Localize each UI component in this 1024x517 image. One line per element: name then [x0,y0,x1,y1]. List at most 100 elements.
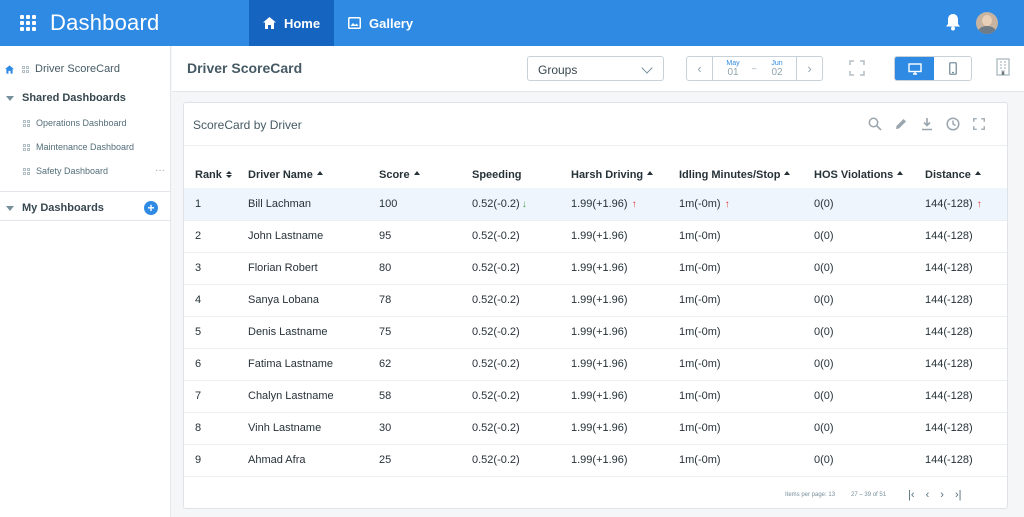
cell-value: 144(-128) [925,454,973,466]
col-header-rank[interactable]: Rank [184,162,248,188]
table-cell-distance: 144(-128) [925,348,1007,381]
divider [0,191,171,192]
sort-up-icon [316,171,323,176]
cell-value: 1.99(+1.96) [571,230,628,242]
fullscreen-icon[interactable] [971,116,987,132]
cell-value: 25 [379,454,392,466]
col-header-score[interactable]: Score [379,162,472,188]
mobile-view-button[interactable] [934,57,971,80]
shared-dashboards-header[interactable]: Shared Dashboards [0,92,171,104]
table-cell-hos: 0(0) [814,316,925,349]
building-icon[interactable] [996,58,1010,76]
my-dashboards-label: My Dashboards [22,202,104,214]
col-header-speeding[interactable]: Speeding [472,162,571,188]
next-page-button[interactable]: › [940,489,944,501]
cell-value: 1 [195,197,202,210]
table-cell-rank: 7 [184,380,248,413]
table-cell-harsh: 1.99(+1.96) [571,316,679,349]
table-cell-speeding: 0.52(-0.2) [472,348,571,381]
cell-value: 0.52(-0.2) [472,230,520,242]
table-row[interactable]: 3 Florian Robert 80 0.52(-0.2) 1.99(+1.96) 1m… [184,252,1007,285]
items-per-page[interactable]: Items per page: 13 [785,492,836,498]
date-to[interactable]: Jun 02 [760,59,794,78]
trend-up-icon: ↑ [976,198,982,210]
sidebar-item-label: Safety Dashboard [36,166,109,176]
previous-page-button[interactable]: ‹ [925,489,930,501]
cell-value: 1m(-0m) [679,294,721,306]
cell-value: 0.52(-0.2) [472,326,520,338]
avatar[interactable] [976,12,998,34]
cell-value: 0.52(-0.2) [472,358,520,370]
table-row[interactable]: 8 Vinh Lastname 30 0.52(-0.2) 1.99(+1.96) 1m(… [184,412,1007,445]
clock-icon[interactable] [945,116,961,132]
cell-value: 2 [195,230,202,242]
next-range-button[interactable]: › [796,57,822,80]
add-dashboard-button[interactable]: + [144,201,158,215]
table-cell-rank: 2 [184,220,248,253]
date-from-month: May [726,60,740,67]
my-dashboards-header[interactable]: My Dashboards [0,202,171,214]
table-cell-rank: 9 [184,444,248,477]
cell-value: 30 [379,422,392,434]
home-icon [5,64,14,74]
table-row[interactable]: 2 John Lastname 95 0.52(-0.2) 1.99(+1.96) 1m(… [184,220,1007,253]
table-cell-distance: 144(-128) [925,220,1007,253]
download-icon[interactable] [919,116,935,132]
table-row[interactable]: 9 Ahmad Afra 25 0.52(-0.2) 1.99(+1.96) 1m(-0m… [184,444,1007,477]
date-from[interactable]: May 01 [716,59,750,78]
sidebar-item-label: Driver ScoreCard [35,63,120,75]
cell-value: 144(-128) [925,326,973,338]
table-cell-name: Florian Robert [248,252,379,285]
table-row[interactable]: 5 Denis Lastname 75 0.52(-0.2) 1.99(+1.96) 1m… [184,316,1007,349]
table-cell-harsh: 1.99(+1.96) [571,444,679,477]
cell-value: 144(-128) [925,422,973,434]
table-row[interactable]: 4 Sanya Lobana 78 0.52(-0.2) 1.99(+1.96) 1m(-… [184,284,1007,317]
table-cell-score: 75 [379,316,472,349]
col-header-distance[interactable]: Distance [925,162,1007,188]
groups-select[interactable]: Groups [527,56,664,81]
col-header-harsh-driving[interactable]: Harsh Driving [571,162,679,188]
table-row[interactable]: 7 Chalyn Lastname 58 0.52(-0.2) 1.99(+1.96) 1… [184,380,1007,413]
apps-grid-icon[interactable] [20,15,36,31]
desktop-view-button[interactable] [895,57,934,80]
table-cell-score: 58 [379,380,472,413]
more-icon[interactable]: ··· [155,165,165,176]
first-page-button[interactable]: |‹ [908,489,915,501]
cell-value: 1m(-0m) [679,197,721,210]
cell-value: 58 [379,390,392,402]
col-header-idling[interactable]: Idling Minutes/Stop [679,162,814,188]
cell-value: 6 [195,358,202,370]
table-cell-harsh: 1.99(+1.96) [571,220,679,253]
search-icon[interactable] [867,116,883,132]
cell-value: 144(-128) [925,390,973,402]
sidebar-item-maintenance[interactable]: Maintenance Dashboard [0,142,171,152]
last-page-button[interactable]: ›| [954,489,962,501]
cell-value: 1.99(+1.96) [571,358,628,370]
table-cell-idling: 1m(-0m) [679,252,814,285]
cell-value: Florian Robert [248,262,318,274]
sidebar-item-safety[interactable]: Safety Dashboard [0,166,171,176]
cell-value: 95 [379,230,392,242]
col-header-driver-name[interactable]: Driver Name [248,162,379,188]
sidebar-item-driver-scorecard[interactable]: Driver ScoreCard [0,63,171,75]
bell-icon[interactable] [945,13,961,31]
groups-select-value: Groups [538,63,578,77]
col-header-label: Idling Minutes/Stop [679,169,781,181]
previous-range-button[interactable]: ‹ [687,57,713,80]
sidebar-item-operations[interactable]: Operations Dashboard [0,118,171,128]
cell-value: 4 [195,294,202,306]
table-row[interactable]: 6 Fatima Lastname 62 0.52(-0.2) 1.99(+1.96) 1… [184,348,1007,381]
col-header-hos-violations[interactable]: HOS Violations [814,162,925,188]
table-cell-name: Ahmad Afra [248,444,379,477]
nav-tab-home[interactable]: Home [249,0,334,46]
sort-up-icon [647,171,654,176]
table-row[interactable]: 1 Bill Lachman 100 0.52(-0.2) ↓ 1.99(+1.96) ↑ 1… [184,188,1007,221]
top-bar: Dashboard Home Gallery [0,0,1024,46]
edit-icon[interactable] [893,116,909,132]
fullscreen-icon[interactable] [849,60,865,76]
phone-icon [949,62,957,75]
date-range-picker[interactable]: ‹ May 01 – Jun 02 › [686,56,823,81]
trend-up-icon: ↑ [631,198,637,210]
cell-value: Denis Lastname [248,326,328,338]
nav-tab-gallery[interactable]: Gallery [348,0,413,46]
